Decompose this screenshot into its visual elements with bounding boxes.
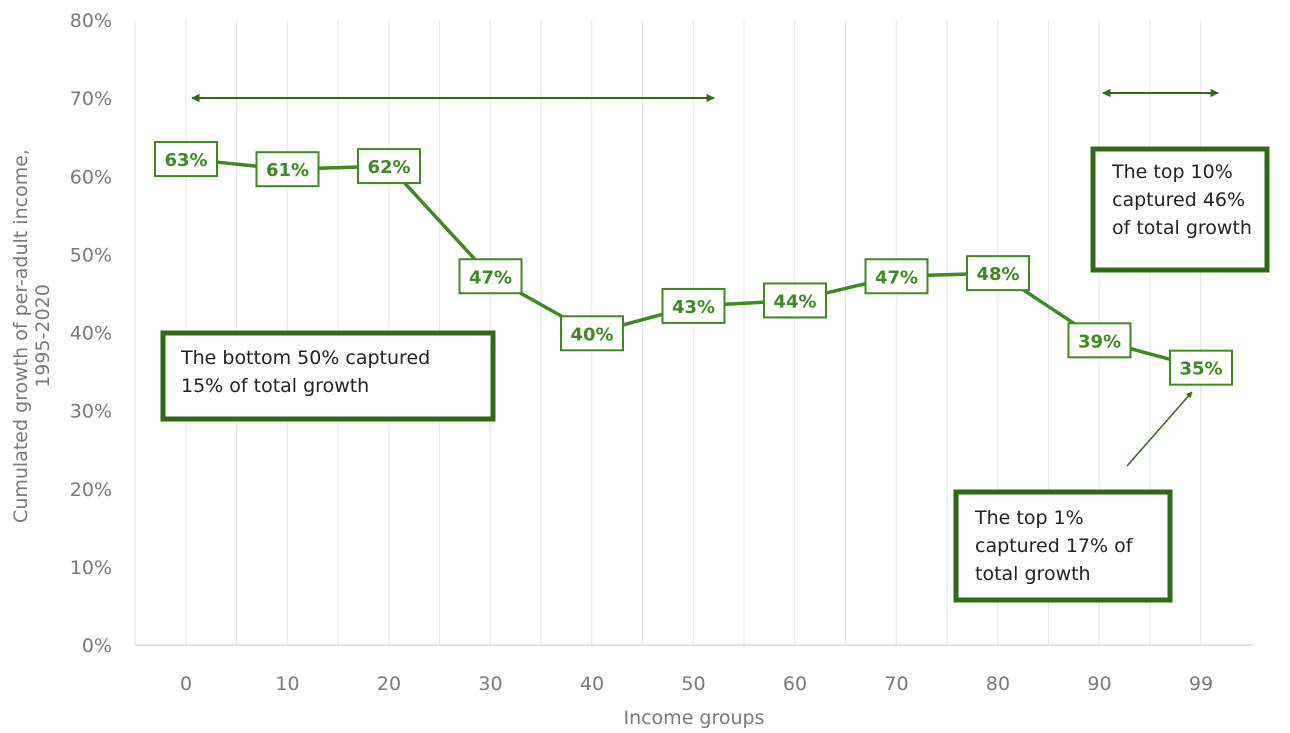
data-label: 63% [154,141,218,178]
data-label-box [357,148,421,185]
annotation-line: total growth [975,563,1091,585]
data-label: 40% [560,315,624,352]
data-label: 35% [1169,349,1233,386]
x-tick-label: 20 [377,673,401,695]
y-tick-label: 0% [82,635,112,657]
y-tick-label: 30% [70,401,112,423]
y-tick-label: 10% [70,557,112,579]
data-label-value: 39% [1078,331,1121,352]
x-tick-label: 90 [1087,673,1111,695]
x-tick-label: 10 [275,673,299,695]
y-tick-label: 70% [70,88,112,110]
annotation-line: 15% of total growth [181,375,369,397]
x-axis-title: Income groups [623,707,764,729]
data-label-box [255,151,320,188]
data-label-value: 48% [976,264,1019,285]
data-label-value: 43% [672,297,715,318]
x-tick-label: 80 [986,673,1010,695]
annotation-line: captured 17% of [975,535,1134,557]
data-label-box [661,287,726,324]
top10-annotation: The top 10% captured 46% of total growth [1090,146,1270,273]
data-label: 61% [255,151,320,188]
y-axis-title-line-2: 1995-2020 [32,284,54,388]
y-tick-label: 80% [70,10,112,32]
top1-annotation: The top 1% captured 17% of total growth [953,489,1173,603]
data-label-box [458,258,523,295]
data-label: 47% [458,258,523,295]
y-axis-ticks: 0% 10% 20% 30% 40% 50% 60% 70% 80% [70,10,112,657]
data-label-value: 44% [773,291,816,312]
x-tick-label: 70 [884,673,908,695]
data-label: 62% [357,148,421,185]
data-label-value: 40% [570,324,613,345]
annotation-line: The bottom 50% captured [180,347,430,369]
annotation-box [953,489,1173,603]
annotation-box [1090,146,1270,273]
annotation-line: The top 10% [1111,161,1233,183]
y-axis-title: Cumulated growth of per-adult income, 19… [10,149,54,523]
data-label-box [1169,349,1233,386]
data-label-value: 62% [367,157,410,178]
data-label-value: 47% [875,267,918,288]
data-label-box [154,141,218,178]
data-label-box [560,315,624,352]
annotation-line: The top 1% [974,507,1084,529]
x-tick-label: 50 [681,673,705,695]
y-tick-label: 60% [70,166,112,188]
data-label-box [763,282,827,319]
x-tick-label: 0 [180,673,192,695]
y-axis-title-line-1: Cumulated growth of per-adult income, [10,149,32,523]
bottom50-annotation: The bottom 50% captured 15% of total gro… [160,330,496,422]
data-label-box [1067,322,1132,359]
top1-pointer-arrow [1126,391,1193,467]
data-label: 39% [1067,322,1132,359]
x-tick-label: 60 [783,673,807,695]
data-label: 44% [763,282,827,319]
x-tick-label: 40 [580,673,604,695]
y-tick-label: 50% [70,244,112,266]
annotation-box [160,330,496,422]
vertical-gridlines [134,20,1202,645]
data-label-value: 47% [469,267,512,288]
data-label: 48% [966,255,1030,292]
x-tick-label: 99 [1189,673,1213,695]
y-tick-label: 40% [70,323,112,345]
annotation-line: captured 46% [1112,189,1245,211]
data-label: 43% [661,287,726,324]
y-tick-label: 20% [70,479,112,501]
data-labels: 63% 61% 62% 47% 40% 43% 44% 47% 48% 39% 35% [154,141,1233,386]
x-axis-ticks: 0 10 20 30 40 50 60 70 80 90 99 [180,673,1213,695]
data-label-box [966,255,1030,292]
data-label-value: 61% [266,160,309,181]
annotation-line: of total growth [1112,217,1252,239]
data-label-value: 63% [164,150,207,171]
data-label-value: 35% [1179,359,1222,380]
data-label: 47% [864,258,929,295]
data-label-box [864,258,929,295]
x-tick-label: 30 [478,673,502,695]
